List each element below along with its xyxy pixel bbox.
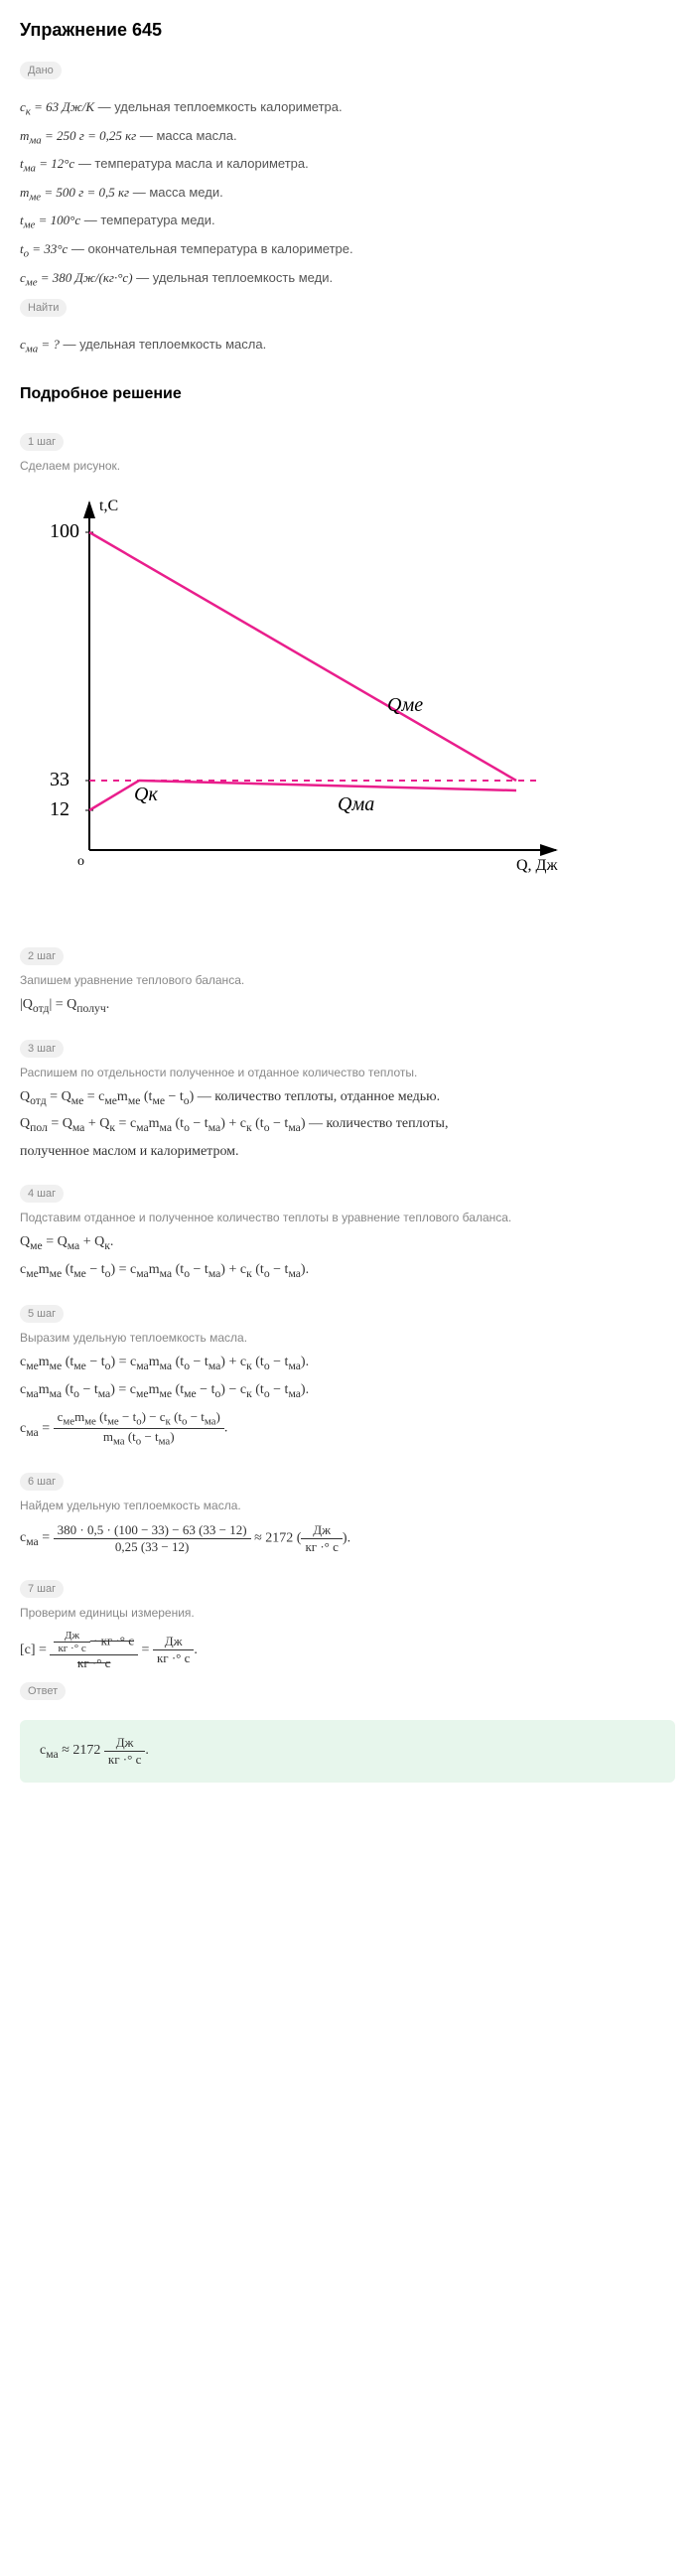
equation: cмеmме (tме − tо) = cмаmма (tо − tма) + … <box>20 1262 675 1280</box>
svg-text:12: 12 <box>50 798 70 820</box>
step-desc: Проверим единицы измерения. <box>20 1606 675 1620</box>
equation: Qпол = Qма + Qк = cмаmма (tо − tма) + cк… <box>20 1116 675 1134</box>
given-line: cме = 380 Дж/(кг·°с) — удельная теплоемк… <box>20 270 675 289</box>
step-desc: Подставим отданное и полученное количест… <box>20 1211 675 1224</box>
given-line: tо = 33°с — окончательная температура в … <box>20 241 675 260</box>
step-desc: Найдем удельную теплоемкость масла. <box>20 1499 675 1512</box>
step-desc: Сделаем рисунок. <box>20 459 675 473</box>
equation: Qотд = Qме = cмеmме (tме − tо) — количес… <box>20 1089 675 1107</box>
step-tag: 4 шаг <box>20 1185 64 1203</box>
svg-text:Qма: Qма <box>338 793 374 815</box>
step-tag: 3 шаг <box>20 1040 64 1058</box>
find-tag: Найти <box>20 299 67 317</box>
svg-text:Qме: Qме <box>387 694 423 716</box>
svg-text:100: 100 <box>50 520 79 542</box>
page-title: Упражнение 645 <box>20 20 675 41</box>
given-line: tме = 100°с — температура меди. <box>20 213 675 231</box>
svg-text:33: 33 <box>50 769 70 790</box>
svg-text:Qк: Qк <box>134 784 158 805</box>
equation: Qме = Qма + Qк. <box>20 1234 675 1252</box>
equation: [c] = Джкг ·° с · кг ·° с кг ·° с = Джкг… <box>20 1630 675 1671</box>
equation: cма = 380 · 0,5 · (100 − 33) − 63 (33 − … <box>20 1522 675 1555</box>
svg-text:Q, Дж: Q, Дж <box>516 857 558 874</box>
svg-text:t,С: t,С <box>99 498 118 514</box>
answer-box: cма ≈ 2172 Джкг ·° с. <box>20 1720 675 1783</box>
heat-chart: t,С Q, Дж о 100 33 12 Qме Qма Qк <box>20 493 675 893</box>
step-tag: 2 шаг <box>20 947 64 965</box>
step-desc: Выразим удельную теплоемкость масла. <box>20 1331 675 1345</box>
equation: |Qотд| = Qполуч. <box>20 997 675 1015</box>
step-tag: 1 шаг <box>20 433 64 451</box>
given-line: mме = 500 г = 0,5 кг — масса меди. <box>20 185 675 204</box>
step-tag: 5 шаг <box>20 1305 64 1323</box>
solution-title: Подробное решение <box>20 385 675 403</box>
step-tag: 6 шаг <box>20 1473 64 1491</box>
svg-text:о: о <box>77 854 84 869</box>
answer-tag: Ответ <box>20 1682 66 1700</box>
equation: cмаmма (tо − tма) = cмеmме (tме − tо) − … <box>20 1382 675 1400</box>
given-tag: Дано <box>20 62 62 79</box>
step-desc: Запишем уравнение теплового баланса. <box>20 973 675 987</box>
equation: cмеmме (tме − tо) = cмаmма (tо − tма) + … <box>20 1355 675 1372</box>
given-line: mма = 250 г = 0,25 кг — масса масла. <box>20 128 675 147</box>
given-line: cк = 63 Дж/К — удельная теплоемкость кал… <box>20 99 675 118</box>
equation: cма = cмеmме (tме − tо) − cк (tо − tма)m… <box>20 1409 675 1447</box>
find-line: cма = ? — удельная теплоемкость масла. <box>20 337 675 356</box>
step-tag: 7 шаг <box>20 1580 64 1598</box>
equation: полученное маслом и калориметром. <box>20 1144 675 1160</box>
given-line: tма = 12°с — температура масла и калорим… <box>20 156 675 175</box>
step-desc: Распишем по отдельности полученное и отд… <box>20 1066 675 1079</box>
